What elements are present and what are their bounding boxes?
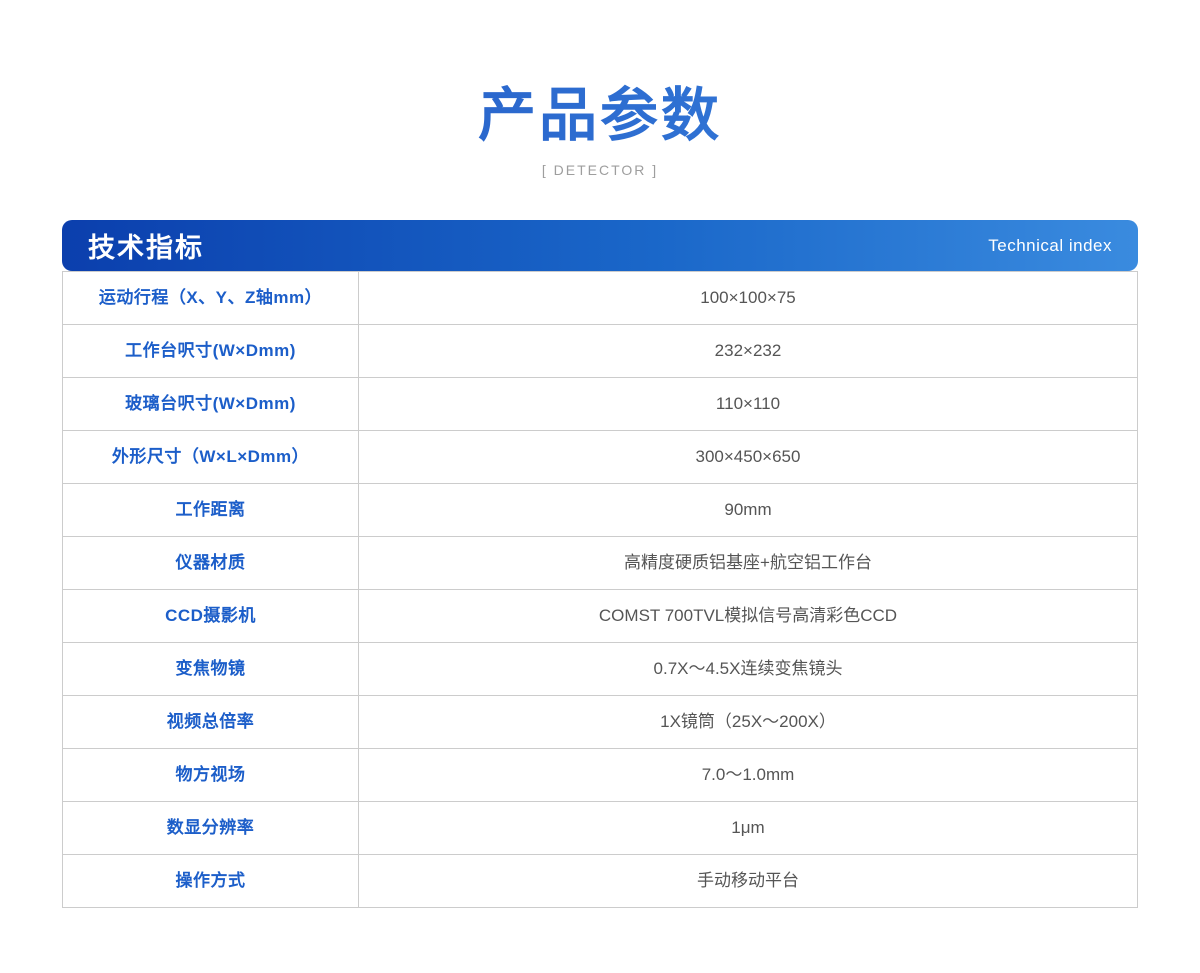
spec-row: 玻璃台呎寸(W×Dmm) 110×110	[62, 377, 1138, 431]
spec-label: 外形尺寸（W×L×Dmm）	[62, 430, 359, 484]
spec-label: 操作方式	[62, 854, 359, 908]
spec-value: COMST 700TVL模拟信号高清彩色CCD	[358, 589, 1138, 643]
spec-label: 数显分辨率	[62, 801, 359, 855]
spec-row: 工作距离 90mm	[62, 483, 1138, 537]
spec-value: 高精度硬质铝基座+航空铝工作台	[358, 536, 1138, 590]
spec-label: 运动行程（X、Y、Z轴mm）	[62, 271, 359, 325]
spec-value: 7.0～1.0mm	[358, 748, 1138, 802]
spec-row: 运动行程（X、Y、Z轴mm） 100×100×75	[62, 271, 1138, 325]
spec-value: 300×450×650	[358, 430, 1138, 484]
spec-label: 变焦物镜	[62, 642, 359, 696]
spec-value: 0.7X～4.5X连续变焦镜头	[358, 642, 1138, 696]
spec-label: 工作距离	[62, 483, 359, 537]
spec-value: 100×100×75	[358, 271, 1138, 325]
spec-table: 运动行程（X、Y、Z轴mm） 100×100×75 工作台呎寸(W×Dmm) 2…	[62, 271, 1138, 908]
spec-row: 仪器材质 高精度硬质铝基座+航空铝工作台	[62, 536, 1138, 590]
spec-section: 技术指标 Technical index 运动行程（X、Y、Z轴mm） 100×…	[62, 220, 1138, 908]
spec-value: 90mm	[358, 483, 1138, 537]
spec-label: 工作台呎寸(W×Dmm)	[62, 324, 359, 378]
spec-row: 外形尺寸（W×L×Dmm） 300×450×650	[62, 430, 1138, 484]
spec-row: 工作台呎寸(W×Dmm) 232×232	[62, 324, 1138, 378]
spec-label: 视频总倍率	[62, 695, 359, 749]
spec-row: 数显分辨率 1μm	[62, 801, 1138, 855]
page-subtitle: [ DETECTOR ]	[541, 162, 659, 178]
spec-row: 视频总倍率 1X镜筒（25X～200X）	[62, 695, 1138, 749]
spec-value: 232×232	[358, 324, 1138, 378]
spec-value: 1μm	[358, 801, 1138, 855]
spec-header-bar: 技术指标 Technical index	[62, 220, 1138, 271]
spec-row: CCD摄影机 COMST 700TVL模拟信号高清彩色CCD	[62, 589, 1138, 643]
spec-value: 1X镜筒（25X～200X）	[358, 695, 1138, 749]
spec-value: 110×110	[358, 377, 1138, 431]
spec-header-subtitle: Technical index	[988, 235, 1112, 255]
spec-header-title: 技术指标	[88, 233, 204, 263]
spec-row: 操作方式 手动移动平台	[62, 854, 1138, 908]
spec-label: 仪器材质	[62, 536, 359, 590]
spec-row: 物方视场 7.0～1.0mm	[62, 748, 1138, 802]
spec-label: 物方视场	[62, 748, 359, 802]
page-title: 产品参数	[0, 68, 1200, 152]
spec-label: 玻璃台呎寸(W×Dmm)	[62, 377, 359, 431]
spec-row: 变焦物镜 0.7X～4.5X连续变焦镜头	[62, 642, 1138, 696]
spec-label: CCD摄影机	[62, 589, 359, 643]
spec-table-body: 运动行程（X、Y、Z轴mm） 100×100×75 工作台呎寸(W×Dmm) 2…	[62, 271, 1138, 908]
spec-value: 手动移动平台	[358, 854, 1138, 908]
